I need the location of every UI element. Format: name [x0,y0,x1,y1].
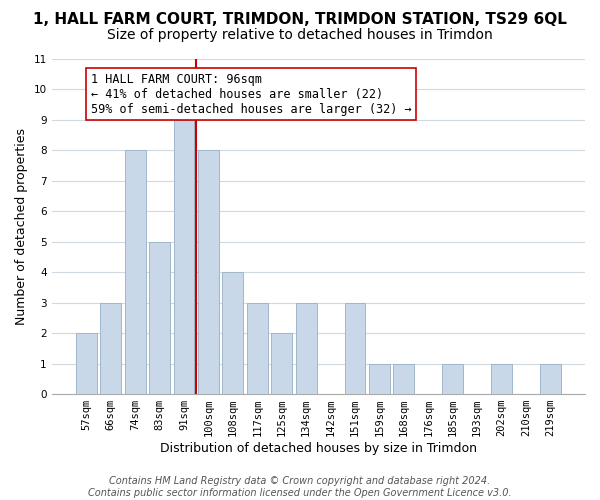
Bar [271,333,292,394]
Bar [442,364,463,394]
Bar [223,272,243,394]
Bar [76,333,97,394]
Bar [369,364,390,394]
Bar [149,242,170,394]
Text: Contains HM Land Registry data © Crown copyright and database right 2024.
Contai: Contains HM Land Registry data © Crown c… [88,476,512,498]
Bar [491,364,512,394]
Bar [394,364,414,394]
Bar [198,150,219,394]
Y-axis label: Number of detached properties: Number of detached properties [15,128,28,325]
Text: 1, HALL FARM COURT, TRIMDON, TRIMDON STATION, TS29 6QL: 1, HALL FARM COURT, TRIMDON, TRIMDON STA… [33,12,567,28]
Bar [296,302,317,394]
Bar [125,150,146,394]
Text: Size of property relative to detached houses in Trimdon: Size of property relative to detached ho… [107,28,493,42]
Bar [247,302,268,394]
Bar [100,302,121,394]
Bar [173,120,194,394]
Bar [344,302,365,394]
Bar [540,364,561,394]
X-axis label: Distribution of detached houses by size in Trimdon: Distribution of detached houses by size … [160,442,477,455]
Text: 1 HALL FARM COURT: 96sqm
← 41% of detached houses are smaller (22)
59% of semi-d: 1 HALL FARM COURT: 96sqm ← 41% of detach… [91,72,412,116]
